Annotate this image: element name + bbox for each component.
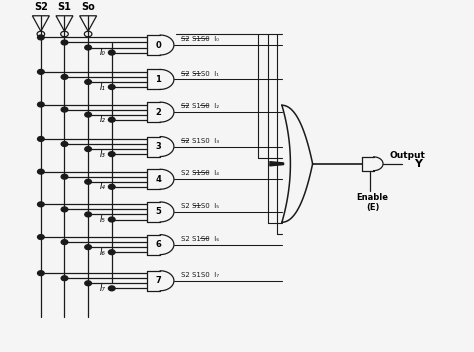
Text: S2 S1S0  I₀: S2 S1S0 I₀: [181, 36, 219, 42]
Circle shape: [37, 202, 44, 207]
Text: S2: S2: [34, 2, 48, 12]
Text: Output: Output: [389, 151, 425, 159]
Circle shape: [109, 117, 115, 122]
Text: 1: 1: [155, 75, 161, 84]
Text: So: So: [81, 2, 95, 12]
Text: S2 S1S0  I₃: S2 S1S0 I₃: [181, 138, 219, 144]
Text: 3: 3: [155, 142, 161, 151]
Circle shape: [109, 286, 115, 291]
Circle shape: [37, 137, 44, 142]
Circle shape: [61, 174, 68, 179]
Circle shape: [37, 69, 44, 74]
Circle shape: [37, 169, 44, 174]
Text: Y: Y: [414, 159, 422, 169]
Circle shape: [85, 80, 91, 84]
Circle shape: [85, 281, 91, 286]
Text: I₄: I₄: [100, 182, 106, 191]
Circle shape: [61, 276, 68, 281]
Circle shape: [61, 207, 68, 212]
Circle shape: [85, 147, 91, 151]
Circle shape: [37, 271, 44, 276]
Text: S2 S1S0  I₂: S2 S1S0 I₂: [181, 103, 219, 109]
Circle shape: [37, 102, 44, 107]
Circle shape: [109, 84, 115, 89]
Text: I₀: I₀: [100, 48, 106, 57]
Circle shape: [85, 45, 91, 50]
Text: 5: 5: [155, 207, 161, 216]
Text: I₇: I₇: [100, 284, 106, 293]
Text: Enable
(E): Enable (E): [356, 193, 389, 212]
Circle shape: [109, 50, 115, 55]
Text: 6: 6: [155, 240, 161, 249]
Circle shape: [109, 250, 115, 254]
Text: S1: S1: [57, 2, 72, 12]
Circle shape: [109, 152, 115, 157]
Text: S2 S1S0  I₅: S2 S1S0 I₅: [181, 203, 219, 209]
Text: 2: 2: [155, 108, 161, 117]
Circle shape: [61, 240, 68, 245]
Text: S2 S1S0  I₇: S2 S1S0 I₇: [181, 272, 219, 278]
Text: 7: 7: [155, 276, 161, 285]
Circle shape: [85, 112, 91, 117]
Circle shape: [109, 184, 115, 189]
Text: 0: 0: [155, 40, 161, 50]
Text: I₁: I₁: [100, 82, 106, 92]
Circle shape: [85, 212, 91, 217]
Text: I₅: I₅: [100, 215, 106, 224]
Circle shape: [85, 245, 91, 250]
Text: I₂: I₂: [100, 115, 106, 124]
Text: I₆: I₆: [100, 248, 106, 257]
Text: I₃: I₃: [100, 150, 106, 159]
Circle shape: [85, 180, 91, 184]
Circle shape: [109, 217, 115, 222]
Text: S2 S1S0  I₁: S2 S1S0 I₁: [181, 71, 219, 77]
Text: S2 S1S0  I₄: S2 S1S0 I₄: [181, 170, 219, 176]
Circle shape: [61, 107, 68, 112]
Circle shape: [37, 35, 44, 40]
Text: 4: 4: [155, 175, 161, 184]
Circle shape: [61, 142, 68, 146]
Circle shape: [61, 75, 68, 79]
Circle shape: [37, 235, 44, 239]
Text: S2 S1S0  I₆: S2 S1S0 I₆: [181, 236, 219, 242]
Circle shape: [61, 40, 68, 45]
